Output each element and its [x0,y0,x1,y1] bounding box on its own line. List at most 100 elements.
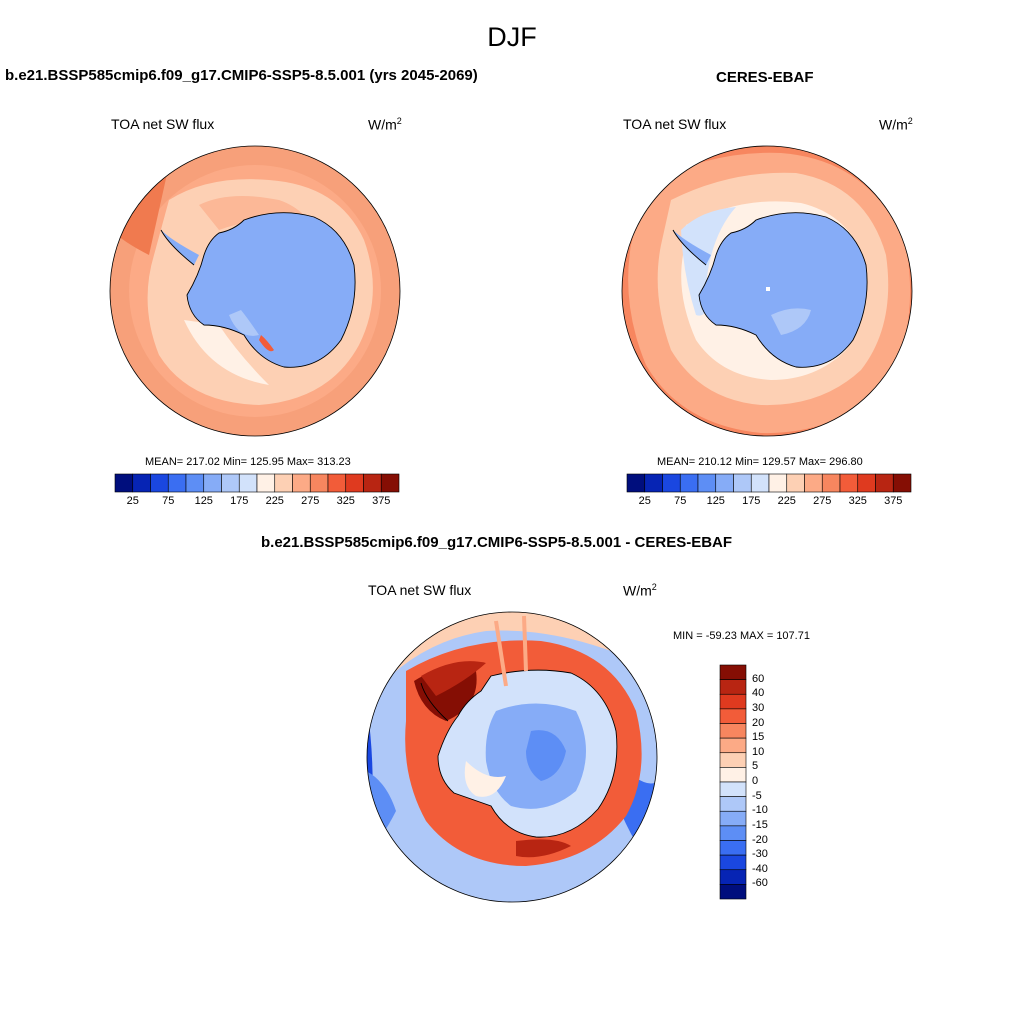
colorbar-swatch [768,473,788,493]
colorbar-tick-label: 75 [674,495,687,507]
colorbar-tick-label: 30 [752,701,765,714]
colorbar-swatch [238,473,258,493]
colorbar-tick-label: 0 [752,775,759,787]
colorbar-tick-label: -40 [752,862,768,875]
colorbar-swatch [719,869,747,885]
colorbar-swatch [719,854,747,871]
colorbar-swatch [719,767,747,783]
colorbar-obs-ticks: 25 75 125 175 225 275 325 375 [627,495,911,509]
panel-diff-stats: MIN = -59.23 MAX = 107.71 [673,630,810,642]
colorbar-tick-label: -30 [752,848,768,861]
polar-map-obs [621,145,913,437]
colorbar-swatch [719,723,747,739]
colorbar-tick-label: 375 [372,495,391,507]
colorbar-tick-label: 175 [742,495,761,507]
colorbar-swatch [679,473,699,493]
panel-model-title: b.e21.BSSP585cmip6.f09_g17.CMIP6-SSP5-8.… [5,67,478,84]
colorbar-tick-label: -20 [752,833,768,846]
colorbar-tick-label: 225 [777,495,796,507]
colorbar-swatch [719,810,747,827]
colorbar-swatch [719,840,747,856]
colorbar-tick-label: 5 [752,760,759,773]
panel-model-variable: TOA net SW flux [111,116,215,132]
colorbar-tick-label: 325 [336,495,355,507]
colorbar-swatch [697,473,717,493]
panel-obs-variable: TOA net SW flux [623,116,727,132]
panel-diff-units: W/m2 [623,582,657,599]
colorbar-tick-label: 325 [848,495,867,507]
colorbar-swatch [380,473,400,493]
colorbar-swatch [203,473,222,493]
colorbar-swatch [327,473,347,493]
colorbar-swatch [719,796,747,812]
colorbar-swatch [719,884,747,900]
polar-map-diff [366,611,658,903]
colorbar-swatch [821,473,841,493]
colorbar-swatch [750,473,770,493]
colorbar-swatch [626,473,646,493]
colorbar-swatch [221,473,240,493]
colorbar-tick-label: 225 [265,495,284,507]
figure-title: DJF [487,22,537,52]
colorbar-tick-label: 275 [301,495,320,507]
colorbar-tick-label: 25 [126,495,139,507]
colorbar-swatch [114,473,134,493]
colorbar-swatch [292,473,311,493]
colorbar-tick-label: 15 [752,731,765,744]
colorbar-swatch [715,473,734,493]
colorbar-obs [626,473,912,493]
colorbar-tick-label: 40 [752,687,765,700]
colorbar-swatch [256,473,276,493]
colorbar-tick-label: 20 [752,716,765,729]
colorbar-tick-label: 125 [194,495,213,507]
colorbar-swatch [345,473,364,493]
colorbar-diff-ticks: 60 40 30 20 15 10 5 0 -5 -10 -15 -20 -30 -40 -60 [752,665,792,899]
colorbar-swatch [719,664,747,680]
colorbar-tick-label: 125 [706,495,725,507]
colorbar-tick-label: -15 [752,818,768,831]
colorbar-tick-label: 75 [162,495,175,507]
colorbar-tick-label: 175 [230,495,249,507]
colorbar-swatch [662,473,681,493]
colorbar-swatch [839,473,859,493]
colorbar-diff [719,664,747,900]
colorbar-swatch [363,473,382,493]
colorbar-model [114,473,400,493]
colorbar-swatch [719,752,747,768]
colorbar-swatch [875,473,894,493]
colorbar-swatch [274,473,293,493]
colorbar-swatch [857,473,876,493]
colorbar-swatch [719,679,747,695]
colorbar-tick-label: 25 [638,495,651,507]
panel-obs-title: CERES-EBAF [716,69,814,86]
colorbar-swatch [309,473,329,493]
panel-obs-stats: MEAN= 210.12 Min= 129.57 Max= 296.80 [657,456,863,468]
colorbar-tick-label: -10 [752,804,768,817]
colorbar-tick-label: -5 [752,789,762,802]
colorbar-tick-label: 60 [752,672,765,685]
colorbar-swatch [719,708,747,724]
panel-diff-variable: TOA net SW flux [368,582,472,598]
colorbar-swatch [786,473,805,493]
colorbar-tick-label: -60 [752,877,768,890]
colorbar-model-ticks: 25 75 125 175 225 275 325 375 [115,495,399,509]
colorbar-swatch [132,473,151,493]
panel-diff-title: b.e21.BSSP585cmip6.f09_g17.CMIP6-SSP5-8.… [261,534,733,551]
colorbar-swatch [167,473,187,493]
panel-model-units: W/m2 [368,116,402,133]
colorbar-swatch [719,693,747,710]
panel-model-stats: MEAN= 217.02 Min= 125.95 Max= 313.23 [145,456,351,468]
colorbar-swatch [719,737,747,754]
colorbar-tick-label: 10 [752,745,765,758]
colorbar-swatch [804,473,823,493]
colorbar-swatch [719,825,747,841]
colorbar-swatch [150,473,169,493]
colorbar-swatch [185,473,205,493]
colorbar-swatch [719,781,747,797]
colorbar-swatch [733,473,752,493]
colorbar-swatch [644,473,663,493]
polar-map-model [109,145,401,437]
colorbar-tick-label: 375 [884,495,903,507]
colorbar-swatch [892,473,912,493]
colorbar-tick-label: 275 [813,495,832,507]
